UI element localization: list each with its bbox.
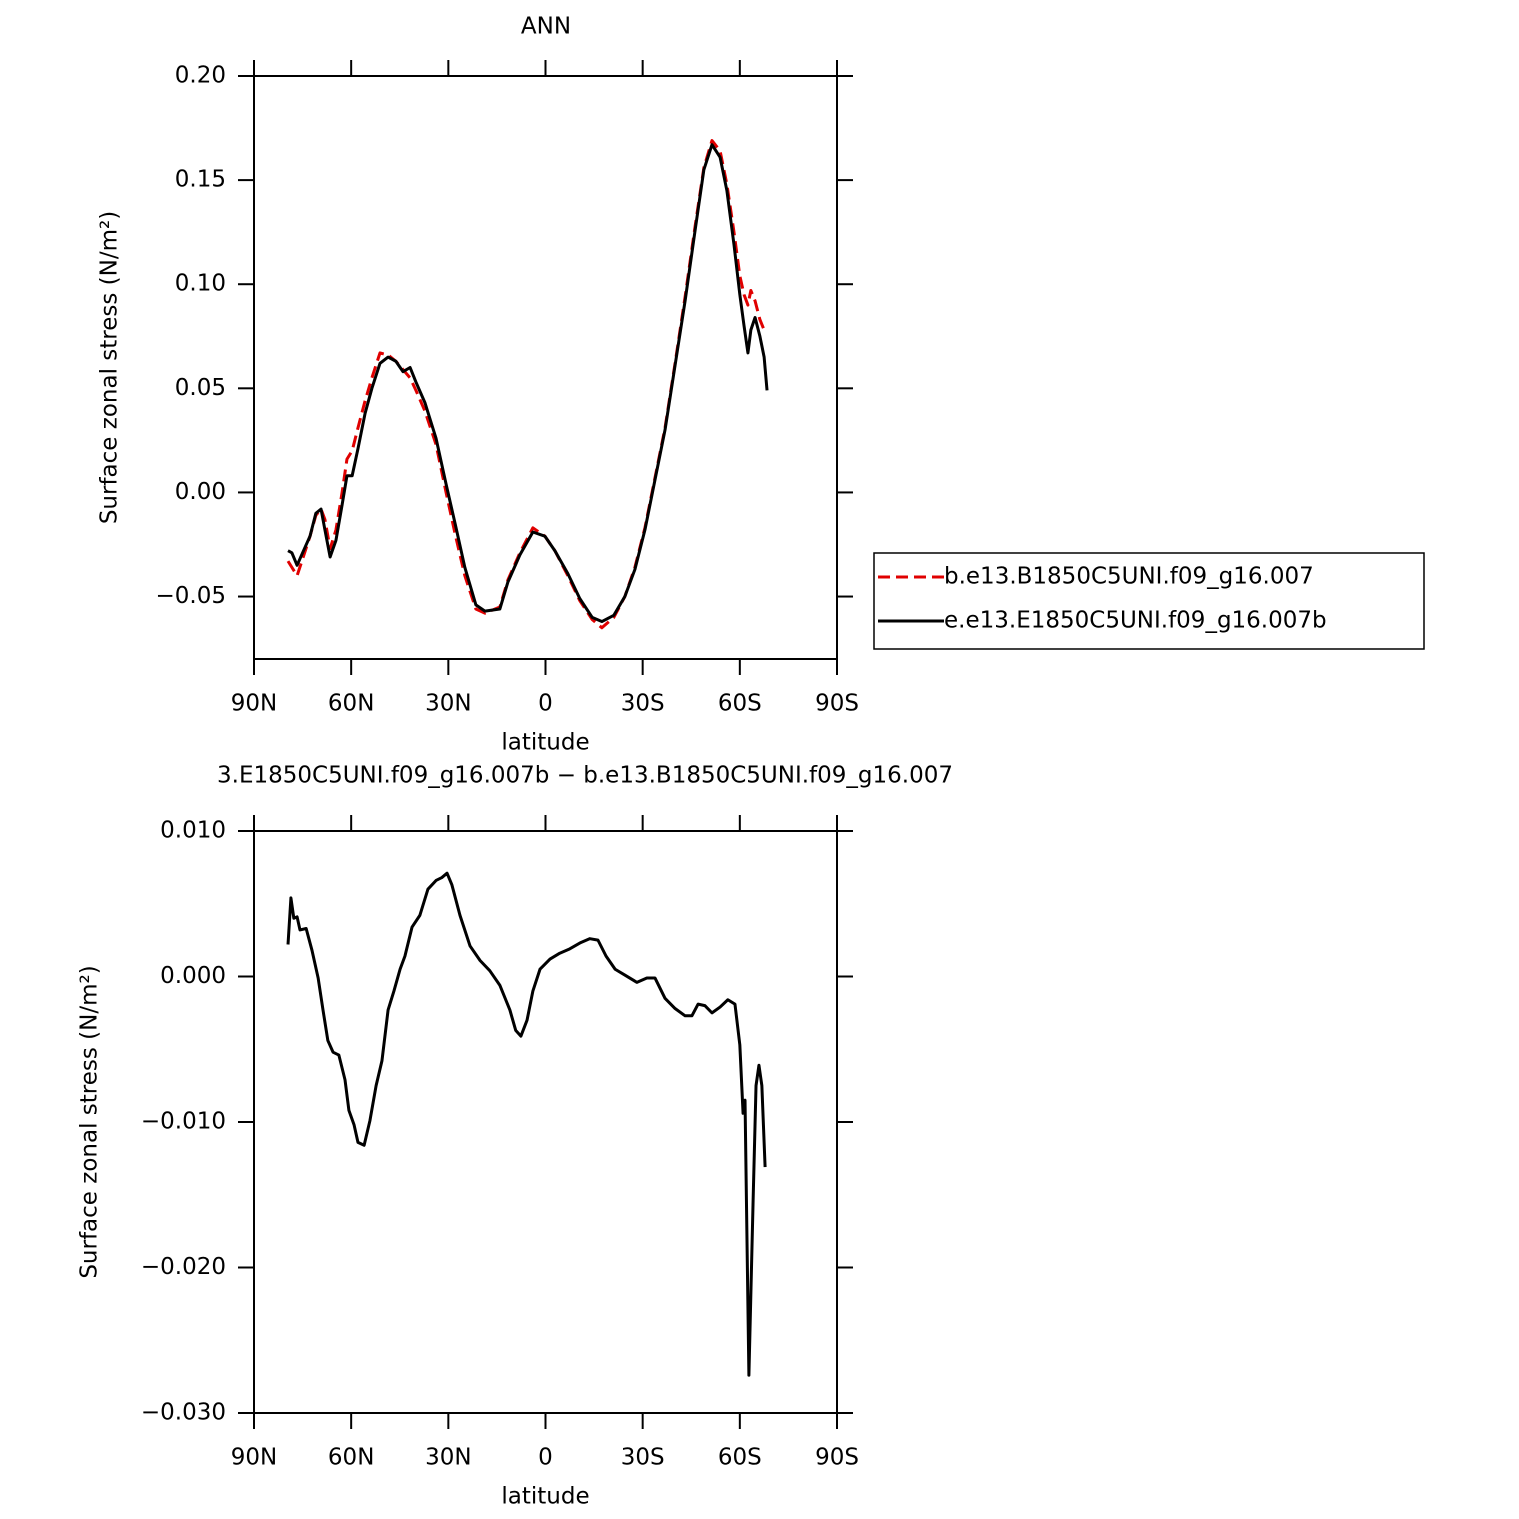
legend-label: b.e13.B1850C5UNI.f09_g16.007 <box>944 564 1314 590</box>
x-tick-label: 0 <box>538 1445 553 1471</box>
y-axis-label: Surface zonal stress (N/m²) <box>77 965 103 1278</box>
x-tick-label: 30N <box>425 1445 471 1471</box>
y-tick-label: −0.030 <box>141 1400 226 1426</box>
x-tick-label: 90N <box>231 1445 277 1471</box>
data-line <box>286 139 768 630</box>
x-tick-label: 60S <box>718 691 762 717</box>
x-axis-label: latitude <box>501 1484 589 1510</box>
data-line <box>286 871 767 1377</box>
y-tick-label: −0.05 <box>156 583 226 609</box>
x-tick-label: 60N <box>328 1445 374 1471</box>
chart-title: ANN <box>521 14 571 40</box>
plot-frame <box>253 75 838 660</box>
x-tick-label: 90N <box>231 691 277 717</box>
x-tick-label: 60N <box>328 691 374 717</box>
y-tick-label: 0.10 <box>175 271 226 297</box>
legend-label: e.e13.E1850C5UNI.f09_g16.007b <box>944 608 1327 634</box>
y-tick-label: 0.05 <box>175 375 226 401</box>
x-tick-label: 90S <box>815 1445 859 1471</box>
x-tick-label: 60S <box>718 1445 762 1471</box>
y-tick-label: −0.020 <box>141 1254 226 1280</box>
y-tick-label: 0.00 <box>175 479 226 505</box>
x-tick-label: 30S <box>621 1445 665 1471</box>
x-tick-label: 30S <box>621 691 665 717</box>
y-tick-label: 0.010 <box>160 818 226 844</box>
x-tick-label: 0 <box>538 691 553 717</box>
y-tick-label: 0.15 <box>175 167 226 193</box>
x-tick-label: 30N <box>425 691 471 717</box>
data-line <box>287 143 769 624</box>
legend-box <box>873 552 1425 650</box>
chart-title: 3.E1850C5UNI.f09_g16.007b − b.e13.B1850C… <box>217 763 953 789</box>
x-axis-label: latitude <box>501 730 589 756</box>
y-tick-label: 0.000 <box>160 963 226 989</box>
y-tick-label: 0.20 <box>175 63 226 89</box>
y-axis-label: Surface zonal stress (N/m²) <box>97 211 123 524</box>
y-tick-label: −0.010 <box>141 1109 226 1135</box>
x-tick-label: 90S <box>815 691 859 717</box>
